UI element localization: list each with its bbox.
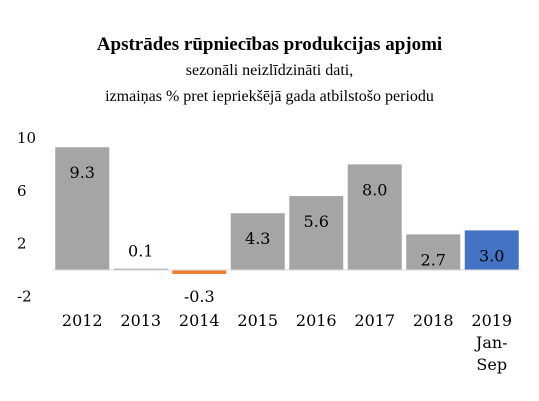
bar-2012	[55, 147, 110, 270]
y-tick-label: -2	[17, 287, 32, 305]
category-label: Sep	[476, 355, 507, 374]
data-label: 4.3	[245, 229, 270, 248]
y-ticks-group: 10 6 2 -2	[17, 129, 36, 305]
category-labels-group: 2012 2013 2014 2015 2016 2017 2018 2019 Jan- Sep	[62, 311, 512, 374]
data-label: 3.0	[479, 246, 504, 265]
bar-2018	[406, 234, 461, 270]
category-label: 2014	[179, 311, 220, 330]
chart-title: Apstrādes rūpniecības produkcijas apjomi	[96, 34, 443, 55]
category-label: 2012	[62, 311, 103, 330]
data-labels-group: 9.3 0.1 -0.3 4.3 5.6 8.0 2.7 3.0	[70, 163, 505, 306]
bars-group	[55, 147, 519, 274]
data-label: 8.0	[362, 180, 387, 199]
bar-2019-jan--sep	[464, 230, 519, 270]
category-label: Jan-	[474, 333, 508, 352]
bar-2016	[289, 196, 344, 270]
data-label: -0.3	[184, 287, 215, 306]
data-label: 2.7	[421, 250, 446, 269]
data-label: 9.3	[70, 163, 95, 182]
data-label: 0.1	[128, 242, 153, 261]
category-label: 2016	[296, 311, 337, 330]
category-label: 2018	[413, 311, 454, 330]
y-tick-label: 2	[17, 235, 27, 253]
bar-2015	[230, 213, 285, 270]
category-label: 2019	[471, 311, 512, 330]
y-tick-label: 10	[17, 129, 36, 147]
chart-subtitle-line1: sezonāli neizlīdzināti dati,	[185, 62, 354, 79]
bar-2014	[172, 270, 227, 274]
chart-subtitle-line2: izmaiņas % pret iepriekšējā gada atbilst…	[105, 88, 434, 105]
category-label: 2015	[237, 311, 278, 330]
category-label: 2013	[120, 311, 161, 330]
data-label: 5.6	[304, 212, 329, 231]
bar-2017	[347, 164, 402, 270]
bar-2013	[113, 268, 168, 271]
y-tick-label: 6	[17, 182, 27, 200]
category-label: 2017	[354, 311, 395, 330]
